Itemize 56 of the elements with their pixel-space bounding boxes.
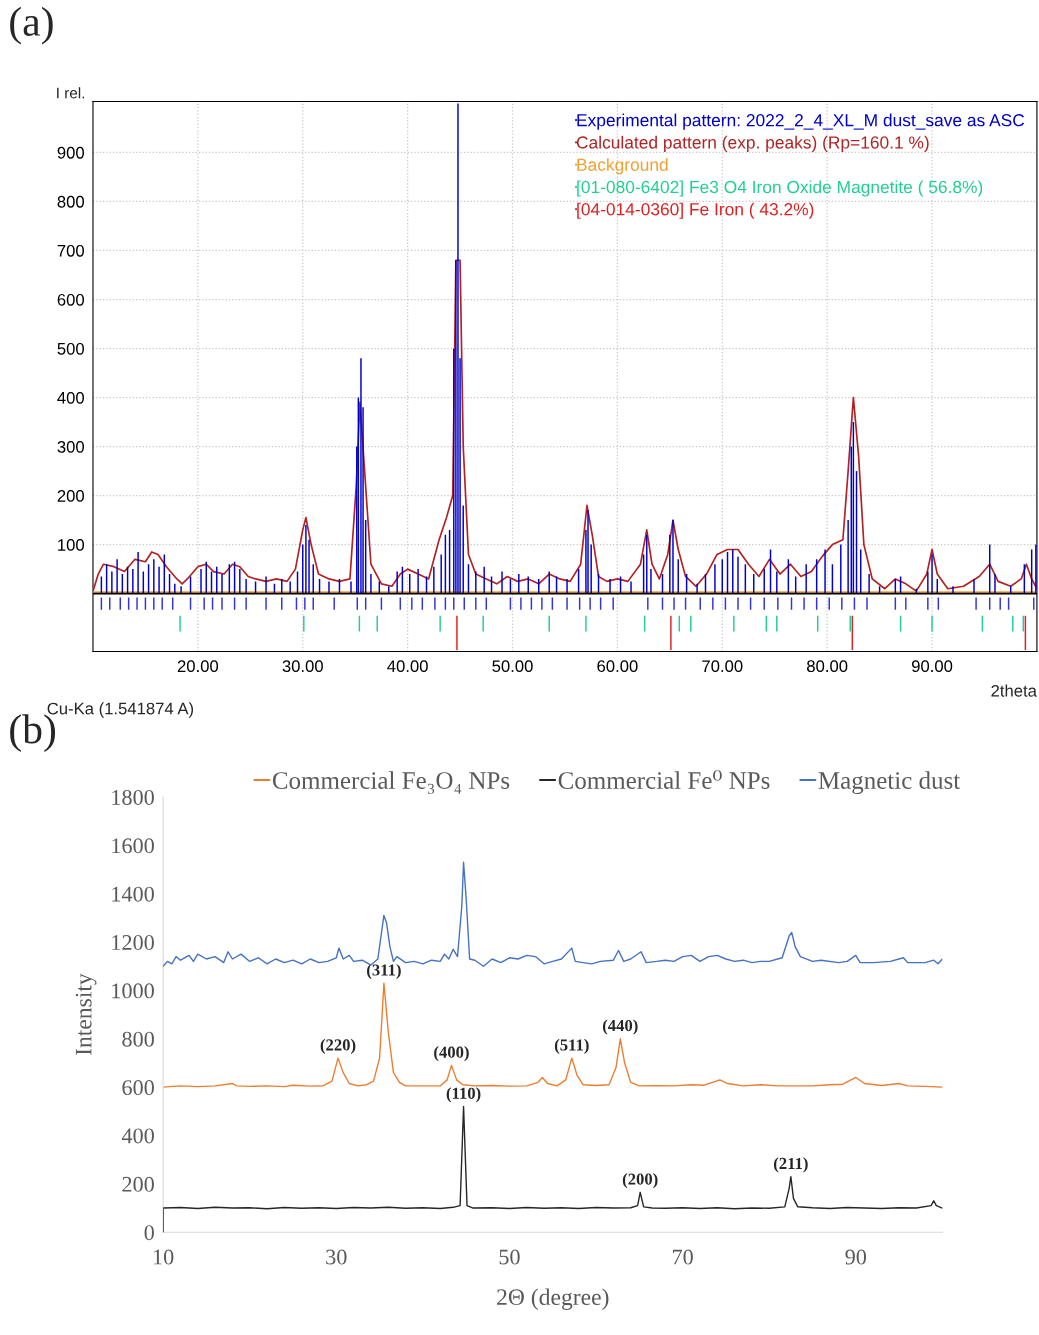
x-tick-label: 10 xyxy=(153,1249,174,1265)
y-tick-label: 600 xyxy=(57,293,85,306)
x-tick-label: 30.00 xyxy=(282,660,323,673)
x-tick-label: 70.00 xyxy=(702,660,743,673)
legend-label: Commercial Fe⁰ NPs xyxy=(558,770,770,789)
legend-label: Experimental pattern: 2022_2_4_XL_M dust_save as ASC xyxy=(577,113,1025,130)
y-tick-label: 500 xyxy=(57,342,85,355)
y-tick-label: 400 xyxy=(57,391,85,404)
y-tick-label: 400 xyxy=(121,1128,154,1144)
x-tick-label: 70 xyxy=(672,1249,693,1265)
chart-title: (b) xyxy=(10,714,56,753)
y-tick-label: 100 xyxy=(58,539,85,551)
legend-label: Commercial Fe₃O₄ NPs xyxy=(272,771,510,794)
annotation: (440) xyxy=(602,1019,638,1035)
y-axis-title: Intensity xyxy=(75,973,97,1056)
line-series xyxy=(92,259,1037,593)
annotation: (311) xyxy=(367,963,401,979)
y-tick-label: 700 xyxy=(57,244,85,257)
legend-label: [01-080-6402] Fe3 O4 Iron Oxide Magnetite ( 56.8%) xyxy=(577,180,983,197)
x-axis-title: 2Θ (degree) xyxy=(497,1288,609,1310)
y-tick-label: 300 xyxy=(57,440,85,453)
x-tick-label: 20.00 xyxy=(177,660,219,673)
x-tick-label: 50 xyxy=(499,1249,520,1265)
y-tick-label: 1800 xyxy=(112,789,154,805)
y-axis-title: I rel. xyxy=(57,87,85,99)
annotation: (511) xyxy=(554,1038,589,1054)
y-tick-label: 800 xyxy=(122,1031,154,1047)
line-series xyxy=(163,982,943,1088)
y-tick-label: 0 xyxy=(144,1225,154,1241)
y-tick-label: 800 xyxy=(57,195,85,208)
y-tick-label: 1200 xyxy=(112,935,154,950)
x-tick-label: 80.00 xyxy=(807,660,848,673)
legend-label: Calculated pattern (exp. peaks) (Rp=160.1 %) xyxy=(576,135,929,153)
y-tick-label: 600 xyxy=(122,1080,154,1096)
x-tick-label: 30 xyxy=(326,1249,347,1265)
annotation: (110) xyxy=(446,1087,481,1103)
x-tick-label: 40.00 xyxy=(387,660,428,673)
annotation: (200) xyxy=(622,1173,658,1189)
annotation: (220) xyxy=(320,1038,356,1054)
x-tick-label: 60.00 xyxy=(597,660,638,673)
x-tick-label: 50.00 xyxy=(492,660,533,673)
y-tick-label: 900 xyxy=(57,146,85,159)
legend-label: Background xyxy=(577,158,668,175)
y-tick-label: 200 xyxy=(57,489,85,502)
y-tick-label: 1600 xyxy=(112,838,154,854)
legend-label: [04-014-0360] Fe Iron ( 43.2%) xyxy=(577,202,814,219)
legend-label: Magnetic dust xyxy=(818,771,961,795)
y-tick-label: 1400 xyxy=(112,886,154,902)
x-tick-label: 90.00 xyxy=(911,660,953,673)
y-tick-label: 200 xyxy=(122,1176,154,1192)
chart-title: (a) xyxy=(10,6,53,45)
annotation: (400) xyxy=(434,1046,469,1062)
x-tick-label: 90 xyxy=(845,1249,867,1265)
y-tick-label: 1000 xyxy=(112,983,154,999)
x-axis-title: 2theta xyxy=(991,684,1037,697)
annotation: (211) xyxy=(773,1157,808,1173)
